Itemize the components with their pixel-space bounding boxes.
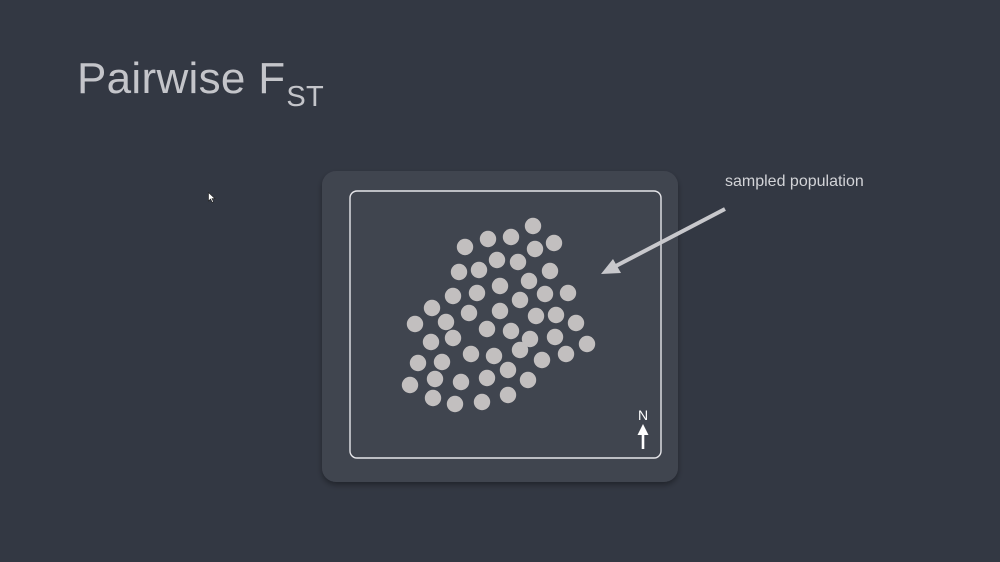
population-dot (457, 239, 473, 255)
population-dot (500, 362, 516, 378)
population-dot (546, 235, 562, 251)
population-dot (451, 264, 467, 280)
population-dot (461, 305, 477, 321)
population-dot (558, 346, 574, 362)
population-dot (425, 390, 441, 406)
population-dot (423, 334, 439, 350)
population-dot (469, 285, 485, 301)
north-label: N (638, 407, 648, 423)
population-dot (489, 252, 505, 268)
population-dot (579, 336, 595, 352)
population-dot (528, 308, 544, 324)
population-dot (534, 352, 550, 368)
population-dot (410, 355, 426, 371)
population-dot (492, 278, 508, 294)
population-dot (463, 346, 479, 362)
population-dot (474, 394, 490, 410)
population-dot (560, 285, 576, 301)
population-dot (424, 300, 440, 316)
population-dot (510, 254, 526, 270)
population-dot (512, 342, 528, 358)
population-dot (548, 307, 564, 323)
population-dot (492, 303, 508, 319)
population-dot (537, 286, 553, 302)
population-dot (434, 354, 450, 370)
population-dot (447, 396, 463, 412)
population-dot (486, 348, 502, 364)
population-dot (500, 387, 516, 403)
population-dot (568, 315, 584, 331)
population-dot (512, 292, 528, 308)
population-dot (471, 262, 487, 278)
population-dot (445, 288, 461, 304)
population-dot (525, 218, 541, 234)
population-dot (479, 370, 495, 386)
population-dot (438, 314, 454, 330)
population-dot (480, 231, 496, 247)
population-dot (547, 329, 563, 345)
population-dot (527, 241, 543, 257)
population-dot (453, 374, 469, 390)
population-dot (542, 263, 558, 279)
population-dot (427, 371, 443, 387)
population-dot (402, 377, 418, 393)
population-dot (479, 321, 495, 337)
population-dot (520, 372, 536, 388)
population-dot (503, 323, 519, 339)
population-dot (407, 316, 423, 332)
map-card (322, 171, 678, 482)
annotation-label: sampled population (725, 173, 864, 191)
population-dot (445, 330, 461, 346)
population-dot (503, 229, 519, 245)
population-dot (521, 273, 537, 289)
